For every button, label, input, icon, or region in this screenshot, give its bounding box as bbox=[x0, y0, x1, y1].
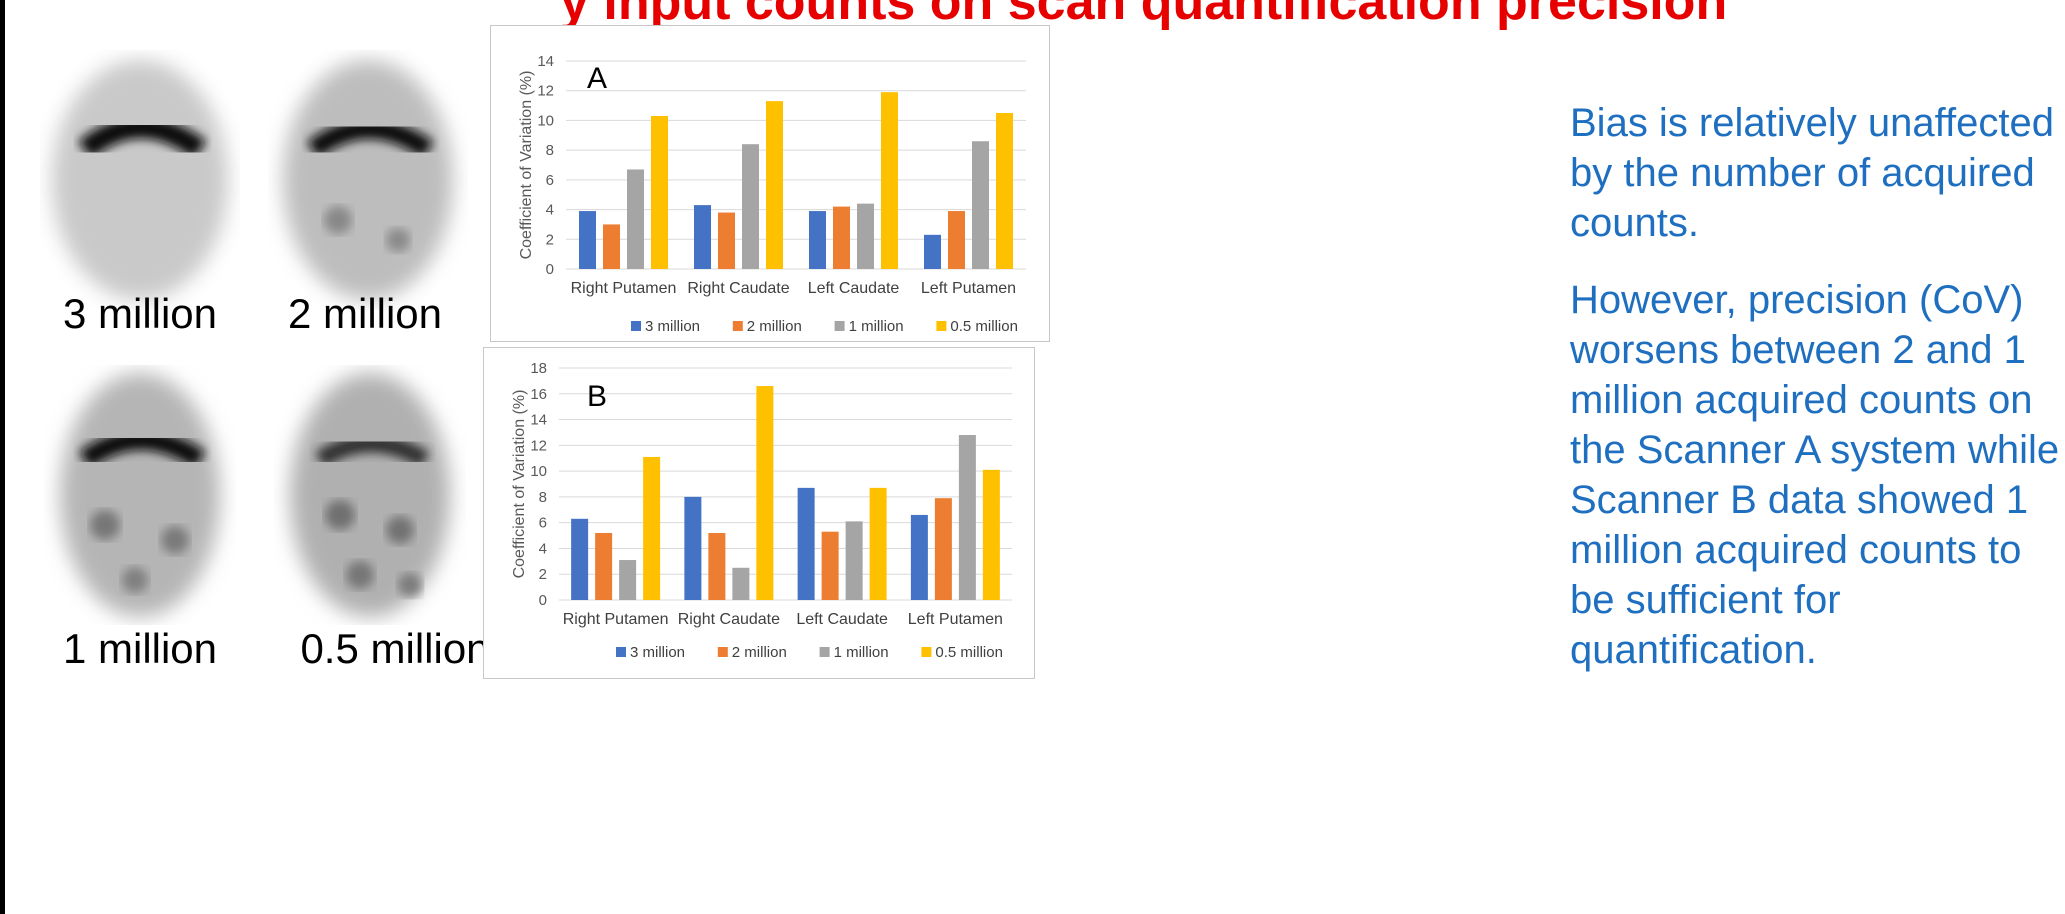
chart-b-y-tick-label: 6 bbox=[539, 515, 547, 532]
chart-a-bar-2-million-left-caudate bbox=[833, 206, 850, 269]
scan-label-2-million: 2 million bbox=[287, 290, 443, 337]
scan-label-1-million: 1 million bbox=[62, 625, 218, 672]
chart-b-y-tick-label: 8 bbox=[539, 489, 547, 506]
brain-scan-image-1-million bbox=[40, 365, 240, 625]
chart-a-legend-label: 2 million bbox=[747, 318, 802, 335]
chart-b-legend-label: 3 million bbox=[630, 644, 685, 661]
chart-b-bar-2-million-right-caudate bbox=[708, 532, 726, 600]
chart-b-y-tick-label: 14 bbox=[530, 412, 547, 429]
chart-b-y-axis-label: Coefficient of Variation (%) bbox=[511, 390, 528, 579]
chart-b-bar-1-million-left-putamen bbox=[958, 435, 976, 600]
chart-a-y-tick-label: 12 bbox=[537, 83, 554, 100]
chart-b-bar-2-million-left-caudate bbox=[821, 531, 839, 600]
chart-b-bar-1-million-left-caudate bbox=[845, 521, 863, 600]
chart-b-panel-label: B bbox=[587, 380, 607, 413]
chart-a-bar-0-5-million-right-caudate bbox=[766, 101, 783, 269]
chart-a-bar-1-million-right-caudate bbox=[742, 144, 759, 269]
chart-a-y-tick-label: 2 bbox=[546, 231, 554, 248]
brain-scan-image-3-million bbox=[40, 50, 240, 310]
chart-b-category-label: Right Putamen bbox=[563, 611, 669, 628]
chart-a-legend-swatch bbox=[936, 321, 947, 331]
left-border-rule bbox=[0, 0, 5, 914]
chart-b-bar-1-million-right-caudate bbox=[732, 567, 750, 600]
chart-a-legend-label: 1 million bbox=[849, 318, 904, 335]
chart-a-y-tick-label: 6 bbox=[546, 172, 554, 189]
chart-a-bar-2-million-right-putamen bbox=[603, 224, 620, 269]
chart-a-bar-3-million-left-caudate bbox=[809, 211, 826, 269]
chart-a-category-label: Right Caudate bbox=[687, 280, 789, 297]
brain-scan-graphic bbox=[52, 60, 228, 300]
chart-b-y-tick-label: 18 bbox=[530, 360, 547, 377]
chart-b-bar-0-5-million-left-caudate bbox=[869, 487, 887, 600]
chart-a-legend-swatch bbox=[732, 321, 743, 331]
chart-b-legend-label: 2 million bbox=[732, 644, 787, 661]
chart-b-legend-swatch bbox=[921, 647, 932, 657]
chart-a-y-tick-label: 0 bbox=[546, 261, 554, 278]
chart-b-category-label: Right Caudate bbox=[678, 611, 780, 628]
scan-label-3-million: 3 million bbox=[62, 290, 218, 337]
chart-b-bar-3-million-left-putamen bbox=[910, 514, 928, 600]
chart-a-category-label: Right Putamen bbox=[571, 280, 677, 297]
chart-a-legend-label: 0.5 million bbox=[950, 318, 1018, 335]
chart-a-bar-3-million-right-caudate bbox=[694, 205, 711, 269]
chart-a-frame: 0 2 4 6 8 10 12 14 Coefficient of Variation (%) R… bbox=[490, 25, 1050, 342]
chart-a-category-label: Left Putamen bbox=[921, 280, 1016, 297]
chart-a-panel-label: A bbox=[587, 62, 607, 95]
scan-label-0-5-million: 0.5 million bbox=[300, 625, 490, 672]
chart-a-category-label: Left Caudate bbox=[808, 280, 900, 297]
brain-scan-graphic bbox=[290, 373, 450, 617]
chart-a-bar-1-million-right-putamen bbox=[627, 169, 644, 269]
brain-scan-graphic bbox=[283, 60, 453, 300]
chart-b-bar-3-million-right-putamen bbox=[571, 518, 589, 600]
chart-b-category-label: Left Putamen bbox=[908, 611, 1003, 628]
chart-b-bar-3-million-left-caudate bbox=[797, 487, 815, 600]
chart-a-bar-0-5-million-left-caudate bbox=[881, 92, 898, 269]
chart-a-bar-2-million-left-putamen bbox=[948, 211, 965, 269]
chart-b-legend-swatch bbox=[616, 647, 626, 657]
chart-a-bar-0-5-million-left-putamen bbox=[996, 113, 1013, 269]
chart-b-frame: 0 2 4 6 8 10 12 14 16 18 Coefficient of Variation … bbox=[483, 347, 1035, 679]
chart-b-legend-swatch bbox=[819, 647, 830, 657]
chart-a-y-tick-label: 4 bbox=[546, 202, 554, 219]
caption-bias-text: Bias is relatively unaffected by the num… bbox=[1570, 101, 2054, 245]
chart-a-bar-1-million-left-caudate bbox=[857, 203, 874, 269]
chart-a-legend-label: 3 million bbox=[645, 318, 700, 335]
chart-a-bar-2-million-right-caudate bbox=[718, 212, 735, 269]
chart-a-bar-3-million-left-putamen bbox=[924, 234, 941, 269]
caption-precision-text: However, precision (CoV) worsens between… bbox=[1570, 278, 2060, 672]
brain-scan-image-2-million bbox=[268, 50, 468, 310]
chart-a-bar-1-million-left-putamen bbox=[972, 141, 989, 269]
chart-b-legend-label: 0.5 million bbox=[935, 644, 1003, 661]
chart-a-legend-swatch bbox=[631, 321, 641, 331]
chart-a-bar-0-5-million-right-putamen bbox=[651, 115, 668, 269]
chart-b-category-label: Left Caudate bbox=[796, 611, 888, 628]
chart-a-bar-3-million-right-putamen bbox=[579, 211, 596, 269]
chart-a-legend-swatch bbox=[834, 321, 845, 331]
chart-b-y-tick-label: 0 bbox=[539, 592, 547, 609]
chart-b-legend-swatch bbox=[717, 647, 728, 657]
chart-b-y-tick-label: 2 bbox=[539, 566, 547, 583]
chart-b-y-tick-label: 10 bbox=[530, 463, 547, 480]
chart-b-bar-0-5-million-left-putamen bbox=[982, 469, 1000, 600]
chart-a-y-axis-label: Coefficient of Variation (%) bbox=[518, 71, 535, 260]
chart-b-y-tick-label: 12 bbox=[530, 437, 547, 454]
chart-b-bar-2-million-right-putamen bbox=[595, 532, 613, 600]
chart-b-bar-0-5-million-right-putamen bbox=[643, 456, 661, 600]
chart-b-bar-3-million-right-caudate bbox=[684, 496, 702, 600]
chart-a-y-tick-label: 10 bbox=[537, 112, 554, 129]
chart-b-y-tick-label: 4 bbox=[539, 540, 547, 557]
brain-scan-graphic bbox=[60, 373, 220, 617]
chart-a-y-tick-label: 8 bbox=[546, 142, 554, 159]
chart-b-bar-2-million-left-putamen bbox=[934, 498, 952, 600]
chart-b-bar-1-million-right-putamen bbox=[619, 560, 637, 600]
chart-a-y-tick-label: 14 bbox=[537, 53, 554, 70]
chart-b-y-tick-label: 16 bbox=[530, 386, 547, 403]
chart-b-legend-label: 1 million bbox=[834, 644, 889, 661]
chart-b-bar-0-5-million-right-caudate bbox=[756, 386, 774, 600]
brain-scan-image-0-5-million bbox=[270, 365, 470, 625]
